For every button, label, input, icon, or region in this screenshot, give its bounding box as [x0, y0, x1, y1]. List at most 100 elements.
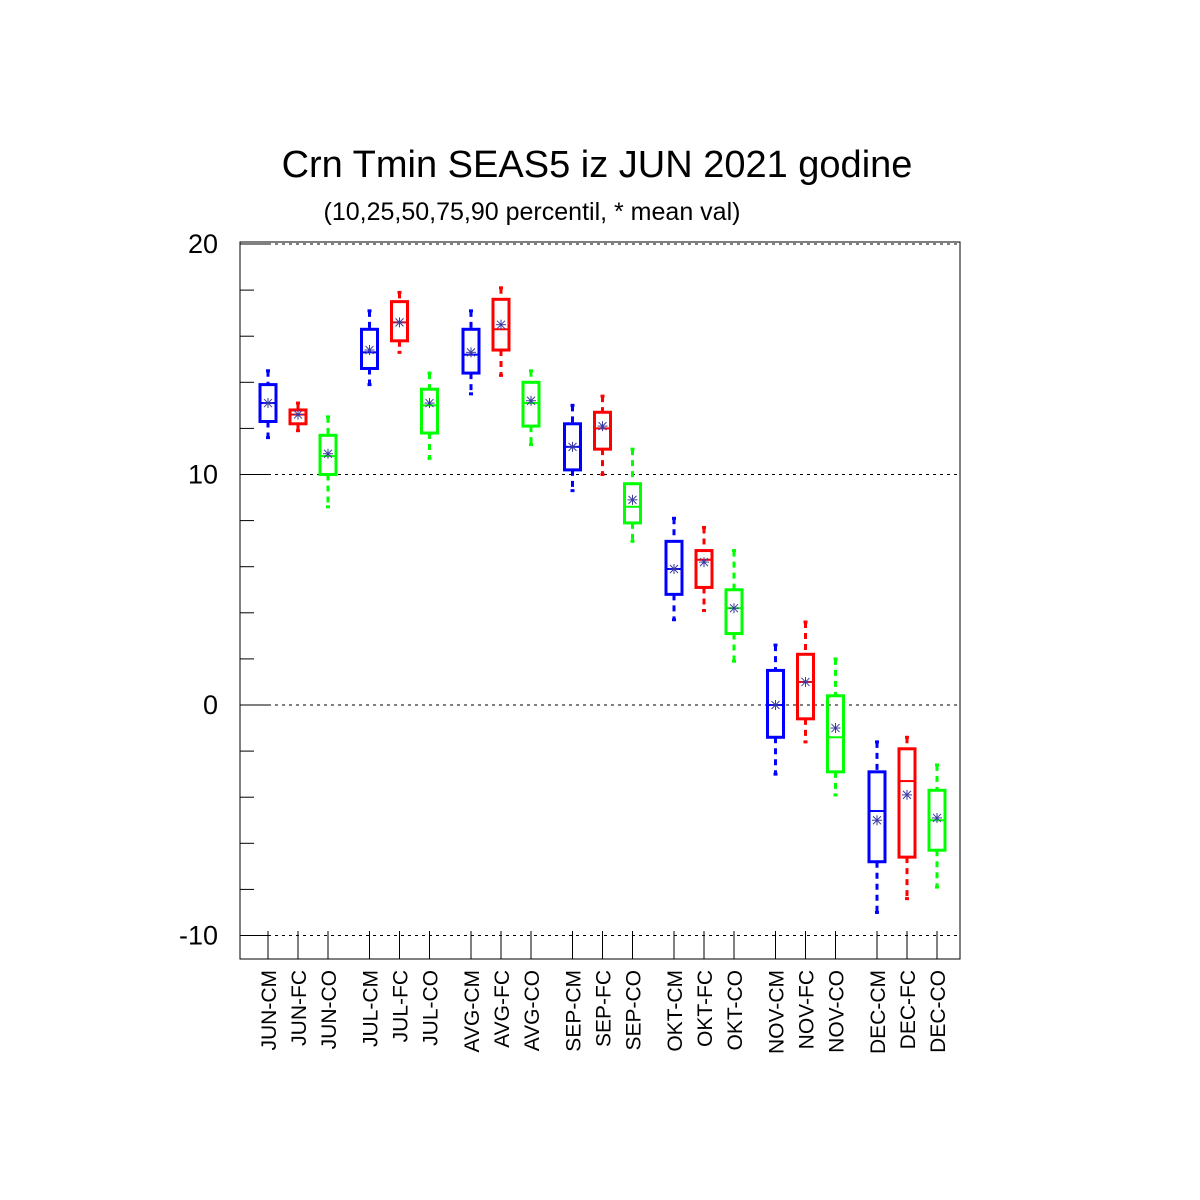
x-tick-label: JUL-CO	[420, 970, 443, 1046]
mean-stroke	[669, 564, 679, 574]
x-tick-label: JUN-CM	[258, 970, 281, 1050]
mean-marker	[263, 398, 273, 409]
mean-marker	[872, 815, 882, 826]
mean-marker	[394, 317, 405, 328]
chart-subtitle: (10,25,50,75,90 percentil, * mean val)	[324, 198, 741, 226]
mean-marker	[729, 603, 739, 614]
iqr-box	[664, 539, 684, 596]
mean-stroke	[425, 398, 434, 408]
mean-stroke	[496, 320, 506, 330]
iqr-box	[318, 433, 338, 477]
y-tick-label: -10	[179, 921, 218, 951]
mean-stroke	[831, 723, 840, 733]
mean-marker	[669, 564, 679, 575]
iqr-box	[360, 327, 379, 370]
x-tick-label: OKT-FC	[694, 970, 717, 1047]
mean-stroke	[729, 603, 739, 613]
mean-marker	[627, 494, 638, 505]
mean-marker	[699, 557, 709, 568]
x-tick-label: DEC-CM	[867, 970, 890, 1054]
mean-stroke	[395, 318, 404, 327]
x-tick-label: SEP-CO	[623, 970, 646, 1051]
mean-stroke	[263, 398, 273, 408]
axes	[239, 241, 961, 960]
mean-marker	[597, 421, 608, 432]
mean-marker	[424, 398, 435, 409]
mean-marker	[770, 700, 781, 710]
box-dec-fc	[897, 735, 917, 901]
x-tick-label: JUN-FC	[288, 970, 311, 1046]
box-nov-fc	[796, 620, 815, 744]
box-nov-co	[826, 657, 845, 797]
box-avg-co	[521, 369, 541, 447]
x-tick-label: OKT-CM	[664, 970, 687, 1052]
boxes	[258, 286, 947, 914]
mean-marker	[932, 812, 942, 823]
mean-marker	[830, 723, 841, 734]
box-jul-fc	[390, 290, 409, 354]
mean-marker	[567, 441, 578, 452]
x-tick-label: JUL-FC	[390, 970, 413, 1042]
box-jun-cm	[258, 369, 278, 440]
mean-marker	[466, 347, 476, 358]
mean-stroke	[598, 421, 607, 431]
box-okt-fc	[694, 526, 714, 612]
y-tick-label: 0	[203, 690, 218, 720]
mean-marker	[323, 448, 333, 459]
box-sep-co	[623, 447, 642, 543]
mean-stroke	[801, 677, 810, 687]
mean-stroke	[932, 813, 942, 823]
grid-lines	[240, 243, 960, 936]
iqr-box	[694, 549, 714, 589]
box-okt-cm	[664, 516, 684, 622]
box-jul-co	[420, 371, 439, 460]
box-nov-cm	[766, 643, 785, 776]
chart-title: Crn Tmin SEAS5 iz JUN 2021 godine	[282, 144, 913, 186]
box-sep-cm	[563, 403, 582, 493]
x-tick-label: DEC-FC	[897, 970, 920, 1049]
mean-stroke	[699, 557, 709, 567]
iqr-box	[390, 300, 409, 343]
iqr-box	[593, 410, 612, 451]
x-tick-label: SEP-CM	[563, 970, 586, 1052]
x-tick-label: NOV-CM	[766, 970, 789, 1054]
mean-stroke	[293, 410, 303, 419]
box-avg-cm	[461, 309, 481, 396]
x-tick-label: AVG-CM	[461, 970, 484, 1052]
box-sep-fc	[593, 394, 612, 476]
iqr-box	[420, 387, 439, 435]
iqr-box	[826, 694, 845, 774]
x-axis-ticks: JUN-CM JUN-FC JUN-CO JUL-CM JUL-FC JUL-CO AVG-…	[258, 931, 950, 1054]
x-tick-label: JUL-CM	[360, 970, 383, 1047]
iqr-box	[491, 297, 511, 352]
iqr-box	[897, 747, 917, 859]
mean-stroke	[526, 396, 536, 406]
mean-stroke	[365, 345, 374, 355]
mean-stroke	[872, 815, 882, 825]
iqr-box	[766, 668, 785, 739]
x-tick-label: DEC-CO	[927, 970, 950, 1053]
box-jul-cm	[360, 309, 379, 387]
box-jun-fc	[288, 401, 308, 433]
mean-marker	[526, 395, 536, 406]
y-axis-ticks: -10 0 10 20	[179, 229, 268, 951]
box-okt-co	[724, 549, 744, 663]
y-tick-label: 10	[188, 460, 218, 490]
box-avg-fc	[491, 286, 511, 377]
mean-marker	[364, 345, 375, 356]
x-tick-label: AVG-CO	[521, 970, 544, 1051]
mean-marker	[902, 789, 912, 800]
x-tick-label: AVG-FC	[491, 970, 514, 1048]
box-jun-co	[318, 415, 338, 509]
mean-stroke	[902, 790, 912, 800]
iqr-box	[724, 588, 744, 636]
iqr-box	[521, 380, 541, 428]
x-tick-label: NOV-FC	[796, 970, 819, 1049]
x-tick-label: NOV-CO	[826, 970, 849, 1053]
plot-frame	[239, 241, 961, 960]
iqr-box	[796, 652, 815, 721]
mean-stroke	[323, 449, 333, 459]
mean-marker	[293, 409, 303, 420]
x-tick-label: JUN-CO	[318, 970, 341, 1049]
